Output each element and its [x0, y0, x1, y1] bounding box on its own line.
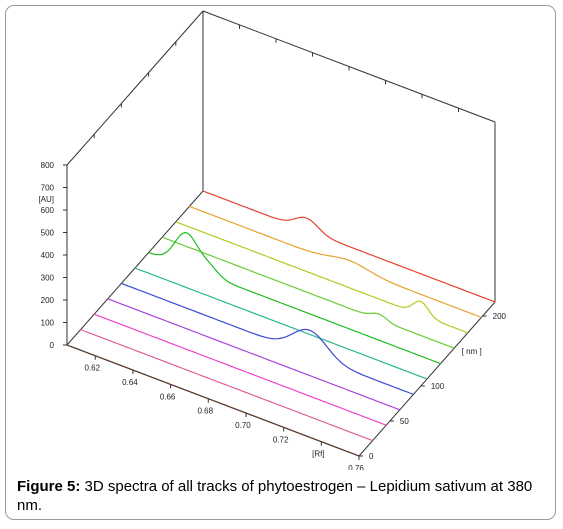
spectrum-trace: [189, 205, 482, 318]
spectrum-trace: [93, 313, 387, 426]
spectrum-trace: [202, 190, 496, 303]
x-tick-label: 0.66: [160, 392, 176, 401]
z-tick-label: 800: [41, 161, 55, 170]
spectrum-trace: [107, 298, 401, 411]
spectrum-trace: [134, 267, 428, 380]
spectrum-trace: [175, 221, 469, 334]
spectrum-trace: [80, 329, 373, 442]
y-tick-label: 200: [493, 312, 507, 321]
figure-caption: Figure 5: 3D spectra of all tracks of ph…: [17, 477, 547, 515]
z-tick-label: 600: [41, 206, 55, 215]
x-tick-label: 0.72: [273, 435, 289, 444]
z-tick-label: 200: [41, 296, 55, 305]
spectrum-trace: [121, 282, 414, 395]
x-tick-label: 0.62: [84, 364, 100, 373]
z-tick-label: 0: [50, 341, 55, 350]
spectrum-trace: [66, 344, 360, 457]
z-tick-label: 400: [41, 251, 55, 260]
y-tick-label: 0: [369, 452, 374, 461]
spectra-3d-chart: 0100200300400500600700800[AU]0.620.640.6…: [38, 10, 507, 470]
x-tick-label: 0.76: [348, 464, 364, 470]
z-tick-label: 500: [41, 229, 55, 238]
x-tick-label: 0.64: [122, 378, 138, 387]
spectrum-trace: [148, 231, 441, 365]
spectrum-trace: [161, 236, 455, 349]
y-tick-label: 50: [400, 417, 409, 426]
x-tick-label: [Rf]: [312, 450, 324, 459]
z-tick-label: 700: [41, 184, 55, 193]
x-tick-label: 0.68: [198, 407, 214, 416]
caption-label: Figure 5:: [17, 478, 81, 495]
caption-text: 3D spectra of all tracks of phytoestroge…: [17, 478, 533, 514]
back-top-left-edge: [66, 10, 204, 166]
y-tick-label: 100: [431, 382, 445, 391]
figure-frame: [5, 5, 556, 520]
y-axis-label: [ nm ]: [462, 347, 482, 356]
z-axis-label: [AU]: [38, 195, 54, 204]
z-tick-label: 100: [41, 319, 55, 328]
z-tick-label: 300: [41, 274, 55, 283]
x-tick-label: 0.70: [235, 421, 251, 430]
